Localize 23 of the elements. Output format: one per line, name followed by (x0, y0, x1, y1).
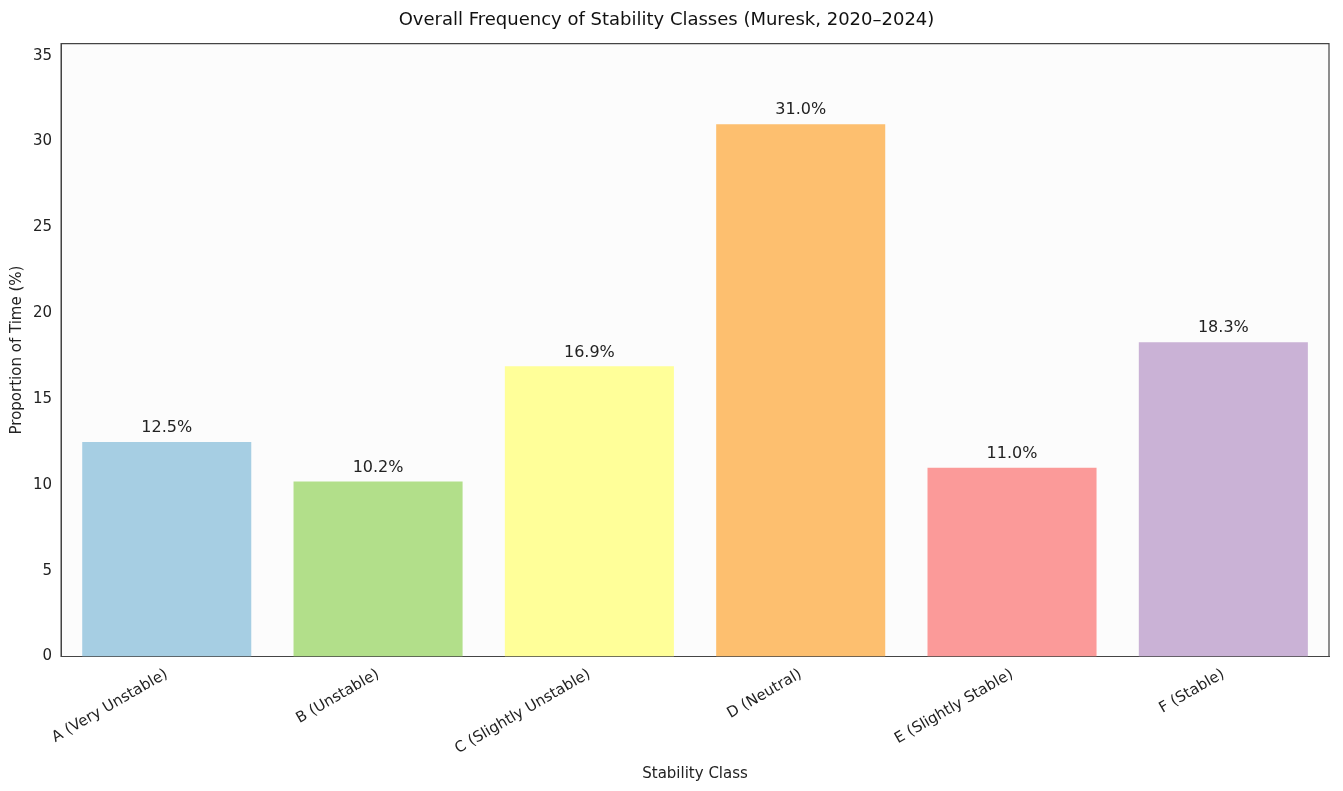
y-tick-label: 30 (32, 131, 53, 150)
y-axis-title: Proportion of Time (%) (6, 265, 25, 435)
data-label: 16.9% (563, 341, 615, 361)
y-tick-label: 5 (42, 560, 53, 579)
bar (716, 124, 886, 657)
data-label: 10.2% (352, 456, 404, 476)
bar (927, 467, 1097, 657)
y-tick-label: 10 (32, 474, 53, 493)
bar (293, 481, 463, 657)
y-tick-label: 0 (42, 646, 53, 665)
data-label: 12.5% (141, 417, 193, 437)
y-tick-label: 35 (32, 45, 53, 64)
data-label: 11.0% (986, 442, 1038, 462)
y-tick-label: 20 (32, 303, 53, 322)
chart-title: Overall Frequency of Stability Classes (Muresk, 2020–2024) (398, 8, 935, 30)
bar (1138, 342, 1308, 657)
bar (504, 366, 674, 657)
y-tick-label: 25 (32, 217, 53, 236)
bar (82, 441, 252, 657)
y-tick-label: 15 (32, 388, 53, 407)
x-axis-title: Stability Class (642, 763, 749, 782)
data-label: 18.3% (1197, 317, 1249, 337)
data-label: 31.0% (775, 99, 827, 119)
